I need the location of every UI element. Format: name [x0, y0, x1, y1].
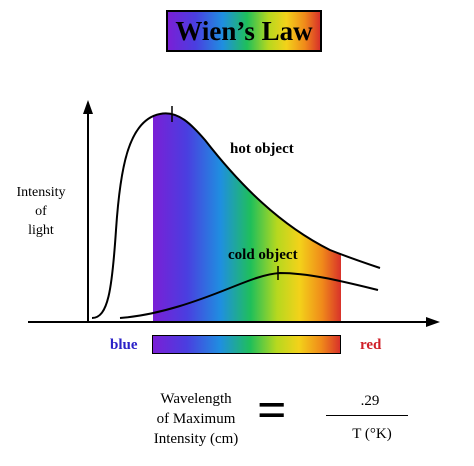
- visible-spectrum-fill: [153, 113, 341, 322]
- title-banner: Wien’s Law: [166, 10, 322, 52]
- x-axis-arrow: [426, 317, 440, 327]
- formula-lhs-line: Wavelength: [160, 391, 232, 407]
- formula-denominator: T (°K): [352, 426, 392, 442]
- formula-lhs: Wavelength of Maximum Intensity (cm): [122, 389, 270, 449]
- spectrum-bar: [152, 335, 341, 354]
- cold-object-label: cold object: [228, 247, 298, 263]
- equals-sign: =: [257, 382, 287, 439]
- fraction-bar: [326, 415, 408, 416]
- formula-lhs-line: Intensity (cm): [153, 431, 239, 447]
- y-axis-arrow: [83, 100, 93, 114]
- y-axis-label-line: Intensity: [16, 185, 66, 200]
- diagram-title: Wien’s Law: [175, 15, 313, 46]
- y-axis-label: Intensity of light: [8, 183, 74, 240]
- formula-lhs-line: of Maximum: [156, 411, 236, 427]
- cold-object-curve: [119, 271, 379, 319]
- y-axis-label-line: light: [28, 223, 54, 238]
- hot-object-curve: [91, 112, 381, 319]
- blue-label: blue: [110, 337, 138, 353]
- y-axis-label-line: of: [35, 204, 47, 219]
- formula-numerator: .29: [360, 393, 380, 409]
- hot-object-label: hot object: [230, 141, 294, 157]
- red-label: red: [360, 337, 382, 353]
